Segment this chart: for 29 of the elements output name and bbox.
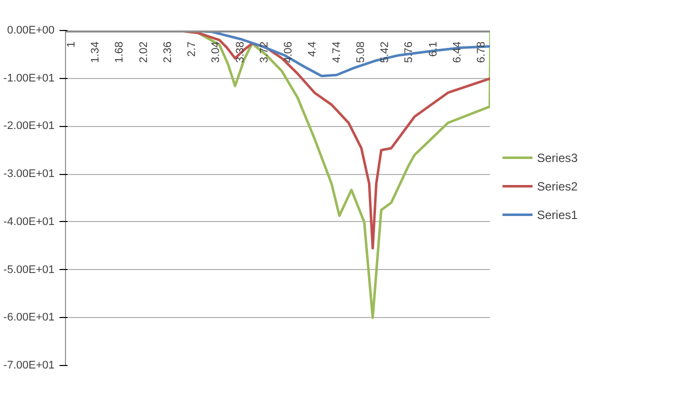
x-tick-label: 2.7: [186, 41, 198, 57]
y-tick-label: 0.00E+00: [7, 24, 54, 36]
x-tick-label: 1.34: [90, 41, 102, 63]
x-tick-label: 1.68: [114, 41, 126, 63]
x-tick-label: 5.42: [379, 41, 392, 63]
x-tick-label: 3.04: [210, 41, 222, 63]
x-tick-label: 3.72: [258, 41, 270, 63]
x-tick-label: 1: [65, 41, 78, 48]
x-tick-label: 6.44: [451, 41, 464, 63]
x-tick-label: 3.38: [234, 41, 246, 63]
y-tick-label: -3.00E+01: [3, 168, 55, 180]
x-tick-label: 6.78: [476, 41, 488, 63]
legend-label: Series3: [537, 150, 578, 165]
x-tick-label: 4.06: [282, 41, 295, 63]
x-tick-label: 2.36: [162, 41, 174, 63]
y-tick-label: -2.00E+01: [3, 120, 55, 132]
x-tick-label: 6.1: [427, 41, 440, 57]
y-tick-label: -1.00E+01: [3, 72, 55, 84]
y-tick-label: -5.00E+01: [3, 264, 55, 276]
x-tick-label: 5.08: [354, 41, 367, 63]
y-tick-label: -4.00E+01: [3, 216, 55, 228]
x-tick-label: 4.4: [306, 41, 319, 57]
legend-label: Series1: [537, 208, 578, 222]
y-tick-label: -7.00E+01: [3, 360, 55, 372]
x-tick-label: 4.74: [330, 41, 343, 63]
x-tick-label: 2.02: [138, 41, 150, 63]
y-tick-label: -6.00E+01: [3, 312, 55, 324]
legend-label: Series2: [537, 179, 578, 194]
x-tick-label: 5.76: [403, 41, 416, 63]
